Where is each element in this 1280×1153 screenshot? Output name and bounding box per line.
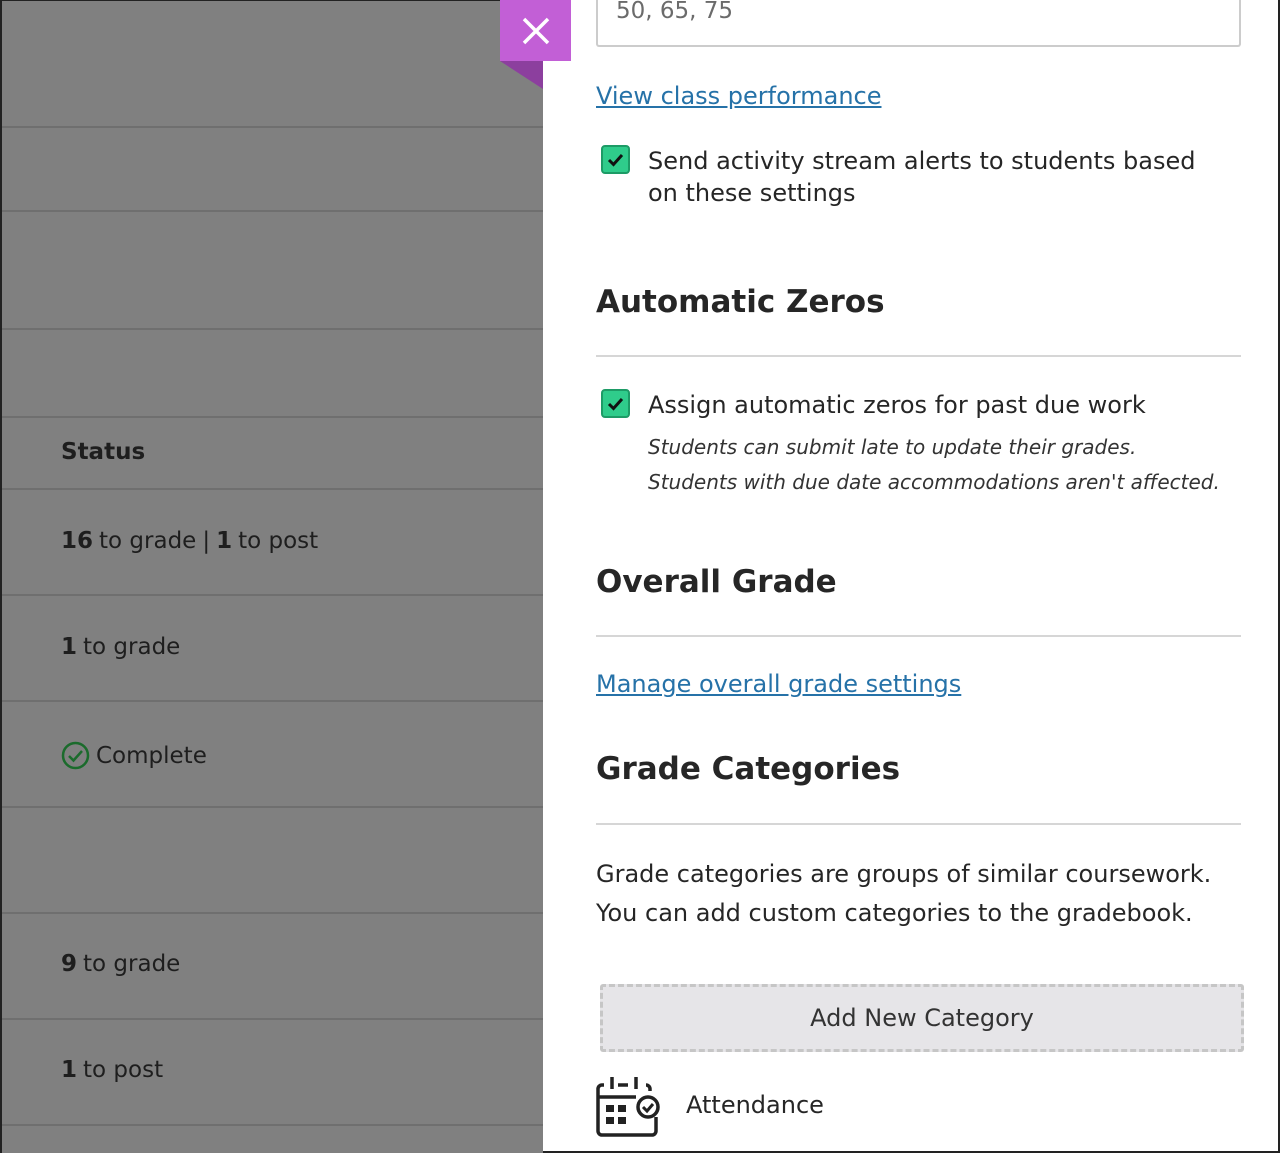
- divider: [2, 912, 545, 914]
- zeros-note: Students can submit late to update their…: [648, 435, 1137, 459]
- manage-overall-grade-link[interactable]: Manage overall grade settings: [596, 670, 962, 698]
- status-row[interactable]: 9 to grade: [61, 951, 180, 977]
- zeros-note: Students with due date accommodations ar…: [648, 470, 1220, 494]
- divider: [2, 126, 545, 128]
- label: Complete: [96, 742, 207, 769]
- count: 1: [61, 1057, 78, 1083]
- divider: [2, 210, 545, 212]
- status-row[interactable]: 16 to grade | 1 to post: [61, 528, 318, 554]
- count: 1: [61, 634, 78, 660]
- gradebook-background: Status 16 to grade | 1 to post 1 to grade Com…: [0, 0, 545, 1153]
- divider: [596, 635, 1241, 637]
- divider: [596, 823, 1241, 825]
- check-circle-icon: [61, 741, 90, 770]
- schema-value: 50, 65, 75: [616, 0, 734, 24]
- divider: [2, 594, 545, 596]
- close-icon: [522, 17, 549, 44]
- automatic-zeros-heading: Automatic Zeros: [596, 284, 885, 320]
- settings-panel: [543, 0, 1280, 1153]
- count: 9: [61, 951, 78, 977]
- separator: |: [202, 528, 211, 554]
- divider: [2, 700, 545, 702]
- checkbox-checked[interactable]: [601, 145, 630, 174]
- status-row[interactable]: Complete: [61, 741, 207, 770]
- overall-grade-heading: Overall Grade: [596, 564, 837, 600]
- label: to grade: [83, 951, 181, 977]
- activity-alerts-checkbox[interactable]: Send activity stream alerts to students …: [596, 145, 1226, 209]
- label: to grade: [99, 528, 197, 554]
- grade-categories-heading: Grade Categories: [596, 751, 901, 787]
- label: to post: [238, 528, 319, 554]
- divider: [2, 328, 545, 330]
- categories-description: Grade categories are groups of similar c…: [596, 860, 1212, 927]
- count: 1: [216, 528, 233, 554]
- add-new-category-button[interactable]: Add New Category: [600, 984, 1244, 1052]
- close-tab-fold: [500, 61, 543, 89]
- divider: [2, 416, 545, 418]
- checkbox-label: Send activity stream alerts to students …: [648, 147, 1196, 207]
- category-attendance[interactable]: Attendance: [596, 1073, 824, 1137]
- divider: [2, 488, 545, 490]
- checkmark-icon: [607, 397, 624, 411]
- close-button[interactable]: [500, 0, 571, 61]
- checkbox-checked[interactable]: [601, 389, 630, 418]
- schema-input[interactable]: 50, 65, 75: [596, 0, 1241, 47]
- count: 16: [61, 528, 94, 554]
- status-row[interactable]: 1 to grade: [61, 634, 180, 660]
- status-row[interactable]: 1 to post: [61, 1057, 163, 1083]
- label: to grade: [83, 634, 181, 660]
- divider: [2, 1018, 545, 1020]
- checkbox-label: Assign automatic zeros for past due work: [648, 391, 1146, 419]
- attendance-calendar-icon: [596, 1077, 660, 1137]
- checkmark-icon: [607, 153, 624, 167]
- status-header: Status: [61, 439, 146, 465]
- divider: [596, 355, 1241, 357]
- view-class-performance-link[interactable]: View class performance: [596, 82, 882, 110]
- label: to post: [83, 1057, 164, 1083]
- divider: [2, 1124, 545, 1126]
- automatic-zeros-checkbox[interactable]: Assign automatic zeros for past due work: [596, 389, 1146, 421]
- divider: [2, 806, 545, 808]
- category-name: Attendance: [686, 1091, 824, 1119]
